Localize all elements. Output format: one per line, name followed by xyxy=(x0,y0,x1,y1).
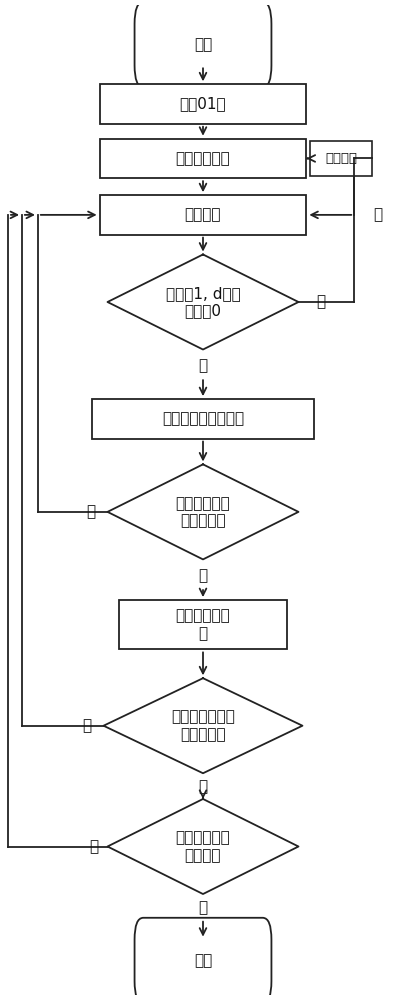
Bar xyxy=(92,399,313,439)
Text: 否: 否 xyxy=(86,504,95,519)
Text: 设置太阳半径: 设置太阳半径 xyxy=(175,151,230,166)
Text: 预先确定黑太阳位置: 预先确定黑太阳位置 xyxy=(162,411,243,426)
FancyBboxPatch shape xyxy=(134,918,271,1000)
Text: 是: 是 xyxy=(198,358,207,373)
FancyBboxPatch shape xyxy=(134,2,271,87)
Bar xyxy=(99,84,306,124)
Bar xyxy=(310,141,371,176)
Text: 估计太阳面积
大于阈值: 估计太阳面积 大于阈值 xyxy=(175,830,230,863)
Polygon shape xyxy=(103,678,302,773)
Text: 查询完毕: 查询完毕 xyxy=(324,152,356,165)
Text: 查找黑太阳中
心: 查找黑太阳中 心 xyxy=(175,609,230,641)
Text: 是: 是 xyxy=(198,780,207,795)
Polygon shape xyxy=(107,254,298,350)
Text: 某像素1, d个像
素后为0: 某像素1, d个像 素后为0 xyxy=(165,286,240,318)
Text: 是: 是 xyxy=(198,900,207,915)
Bar xyxy=(119,600,286,649)
Bar xyxy=(99,195,306,235)
Text: 否: 否 xyxy=(315,294,324,310)
Text: 粗估黑太阳面
积大于阈值: 粗估黑太阳面 积大于阈值 xyxy=(175,496,230,528)
Bar xyxy=(99,139,306,178)
Text: 开始: 开始 xyxy=(194,37,211,52)
Text: 是: 是 xyxy=(198,568,207,583)
Polygon shape xyxy=(107,464,298,559)
Text: 遍历查询: 遍历查询 xyxy=(184,207,221,222)
Text: 否: 否 xyxy=(373,207,382,222)
Text: 结束: 结束 xyxy=(194,953,211,968)
Text: 否: 否 xyxy=(82,718,91,733)
Text: 精估黑太阳面积
在阈值范围: 精估黑太阳面积 在阈值范围 xyxy=(171,710,234,742)
Text: 否: 否 xyxy=(89,839,98,854)
Polygon shape xyxy=(107,799,298,894)
Text: 图像01化: 图像01化 xyxy=(179,97,226,111)
